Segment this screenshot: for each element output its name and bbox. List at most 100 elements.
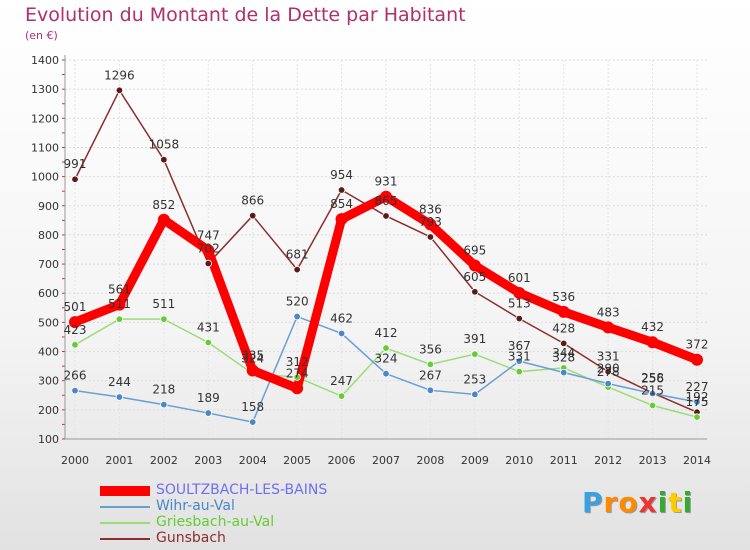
data-label: 423 — [64, 323, 87, 337]
logo-letter: i — [682, 486, 694, 519]
y-tick-label: 400 — [38, 346, 59, 359]
data-label: 344 — [552, 346, 575, 360]
y-tick-label: 1400 — [31, 54, 59, 67]
data-label: 218 — [152, 383, 175, 397]
data-point — [426, 233, 435, 241]
data-label: 367 — [508, 339, 531, 353]
data-point — [426, 386, 435, 395]
data-label: 290 — [597, 362, 620, 376]
data-label: 991 — [64, 157, 87, 171]
data-label: 702 — [197, 241, 220, 255]
data-label: 431 — [197, 321, 220, 335]
data-point — [249, 418, 257, 426]
data-label: 372 — [686, 338, 709, 352]
data-label: 331 — [597, 350, 620, 364]
data-point — [337, 186, 346, 194]
data-point — [471, 350, 479, 358]
logo-letter: x — [638, 486, 658, 519]
data-label: 335 — [241, 348, 264, 362]
data-point — [560, 368, 568, 377]
data-point — [69, 316, 81, 329]
y-tick-label: 100 — [38, 433, 59, 446]
data-point — [648, 389, 657, 398]
data-point — [202, 244, 215, 257]
data-label: 175 — [686, 395, 709, 409]
data-label: 511 — [152, 297, 175, 311]
x-tick-label: 2012 — [594, 454, 622, 467]
data-point — [648, 401, 657, 410]
data-point — [246, 364, 259, 377]
legend-label-gunsbach: Gunsbach — [156, 530, 226, 546]
data-label: 324 — [375, 352, 398, 366]
data-label: 312 — [286, 355, 309, 369]
legend-swatch-griesbach — [100, 522, 150, 524]
data-label: 793 — [419, 215, 442, 229]
data-point — [557, 305, 570, 318]
x-tick-label: 2001 — [105, 454, 133, 467]
logo-letter: P — [582, 486, 604, 519]
data-label: 412 — [375, 326, 398, 340]
data-point — [471, 390, 479, 399]
data-point — [646, 336, 659, 349]
data-point — [424, 218, 437, 231]
data-label: 681 — [286, 248, 309, 262]
data-point — [115, 315, 124, 323]
data-label: 189 — [197, 391, 220, 405]
data-point — [693, 398, 701, 406]
data-label: 852 — [152, 198, 175, 212]
x-tick-label: 2008 — [416, 454, 444, 467]
x-tick-label: 2006 — [328, 454, 356, 467]
data-label: 244 — [108, 375, 131, 389]
data-label: 158 — [241, 400, 264, 414]
legend-swatch-soultzbach — [100, 486, 150, 496]
data-label: 520 — [286, 295, 309, 309]
data-label: 331 — [508, 350, 531, 364]
data-label: 695 — [463, 244, 486, 258]
data-point — [604, 367, 612, 376]
x-tick-label: 2010 — [505, 454, 533, 467]
legend-label-wihr: Wihr-au-Val — [156, 498, 235, 514]
legend-swatch-wihr — [100, 506, 150, 508]
data-label: 215 — [641, 383, 664, 397]
logo-letter: o — [618, 486, 639, 519]
x-tick-label: 2002 — [150, 454, 178, 467]
data-point — [515, 357, 523, 365]
data-label: 605 — [463, 270, 486, 284]
data-label: 1058 — [149, 138, 180, 152]
data-label: 601 — [508, 271, 531, 285]
data-label: 247 — [330, 374, 353, 388]
data-label: 266 — [64, 369, 87, 383]
data-point — [691, 353, 703, 366]
data-point — [515, 314, 523, 323]
logo-letter: t — [668, 486, 683, 519]
data-label: 324 — [241, 352, 264, 366]
logo-letter: r — [603, 486, 619, 519]
y-tick-label: 700 — [38, 258, 59, 271]
data-label: 865 — [375, 194, 398, 208]
data-point — [204, 259, 212, 268]
data-point — [560, 339, 568, 348]
data-point — [380, 190, 392, 203]
legend-swatch-gunsbach — [100, 538, 150, 540]
x-tick-label: 2003 — [194, 454, 222, 467]
y-tick-label: 1100 — [31, 141, 59, 154]
x-tick-label: 2011 — [550, 454, 578, 467]
data-label: 462 — [330, 311, 353, 325]
data-point — [113, 298, 126, 311]
data-label: 561 — [108, 283, 131, 297]
data-point — [513, 286, 526, 299]
data-point — [71, 386, 79, 395]
y-tick-label: 1000 — [31, 171, 59, 184]
data-point — [335, 213, 348, 226]
y-tick-label: 1300 — [31, 83, 59, 96]
data-label: 258 — [641, 371, 664, 385]
y-tick-label: 900 — [38, 200, 59, 213]
data-point — [71, 341, 79, 349]
data-point — [382, 212, 390, 220]
x-tick-label: 2007 — [372, 454, 400, 467]
x-tick-label: 2000 — [61, 454, 89, 467]
data-point — [293, 265, 301, 274]
data-point — [160, 315, 168, 323]
legend-label-griesbach: Griesbach-au-Val — [156, 514, 275, 530]
